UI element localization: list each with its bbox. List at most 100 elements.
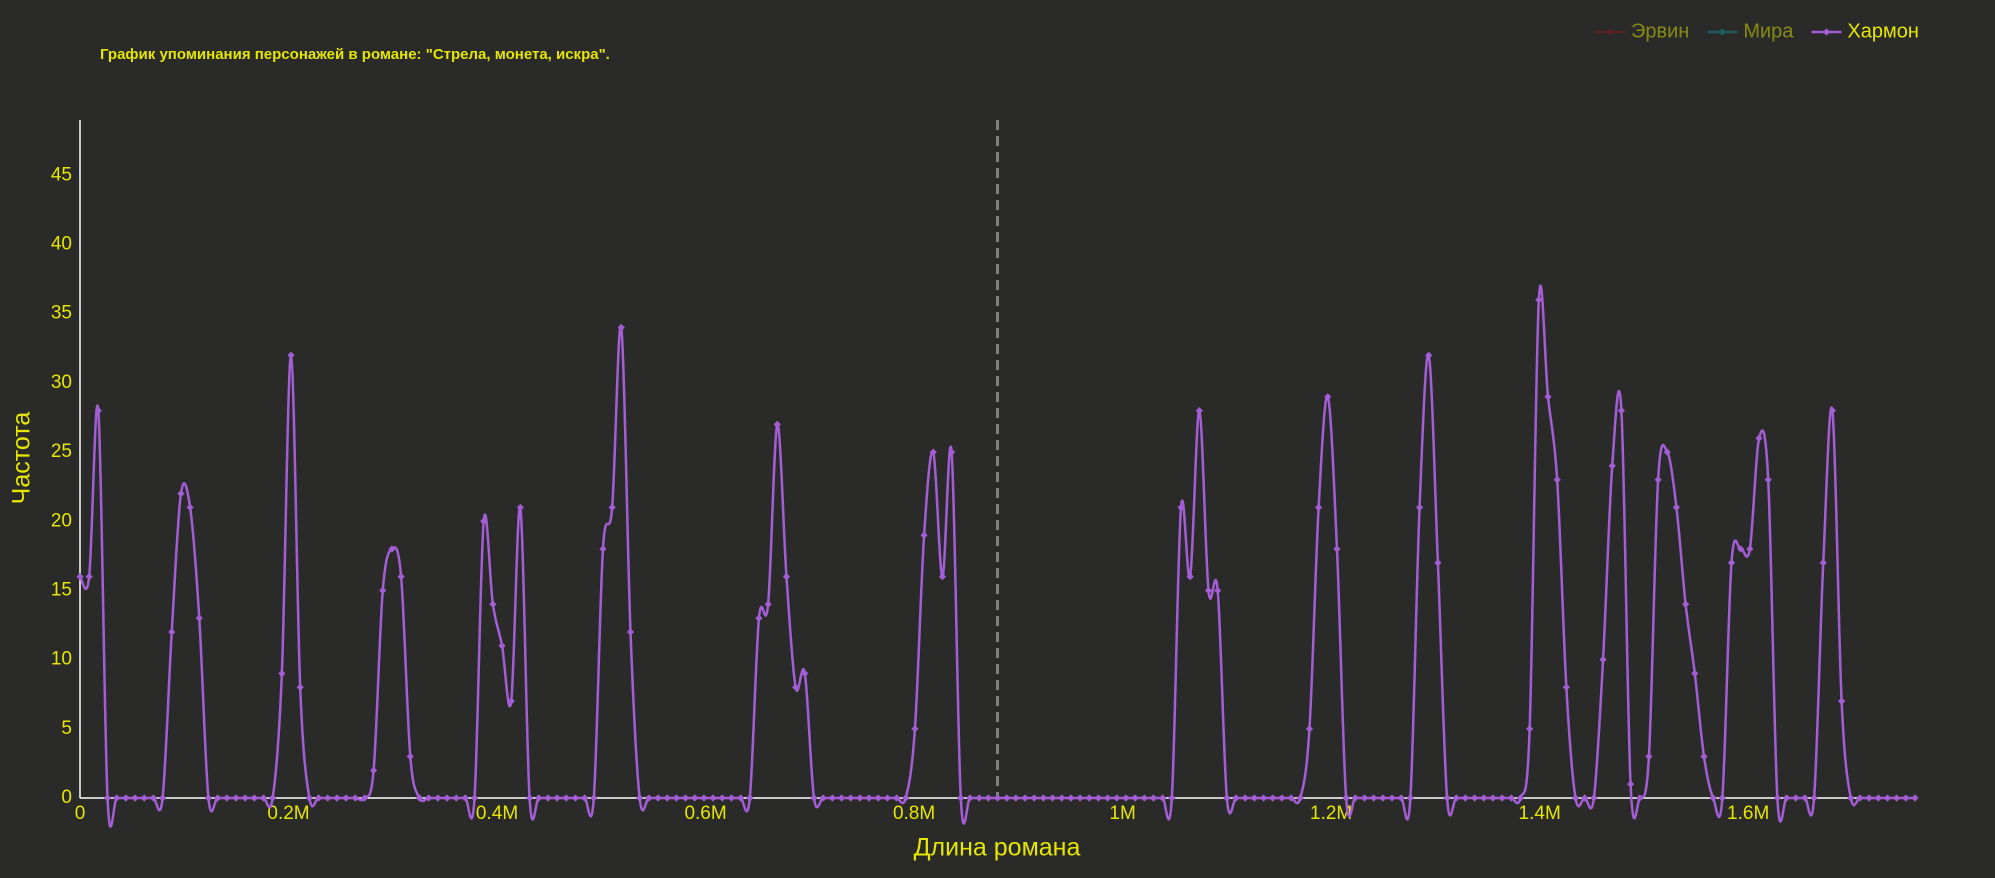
marker [1883,794,1892,802]
marker [489,600,497,608]
marker [1838,697,1846,705]
legend-marker [1718,28,1726,36]
marker [1388,794,1396,802]
x-tick-label: 0.8M [893,803,935,824]
y-tick-label: 20 [51,510,72,531]
x-tick-label: 0.6M [684,803,726,824]
marker [1076,794,1084,802]
marker [1636,794,1644,802]
marker [1645,752,1653,761]
marker [76,573,84,581]
marker [370,766,378,774]
marker [259,794,268,802]
marker [1104,794,1112,802]
marker [1058,794,1066,802]
legend-item[interactable]: Мира [1707,20,1794,42]
legend-marker [1822,28,1831,36]
marker [1324,393,1332,401]
marker [672,794,680,802]
marker [1370,794,1378,802]
legend-item[interactable]: Эрвин [1595,20,1689,42]
legend-label: Хармон [1847,20,1919,42]
marker [920,531,928,539]
y-tick-label: 15 [51,579,72,600]
marker [131,794,139,802]
marker [1544,393,1552,401]
marker [856,794,864,802]
marker [1223,794,1231,802]
marker [1397,794,1405,802]
marker [195,614,203,622]
marker [1571,794,1580,802]
marker [1562,683,1570,691]
marker [461,794,469,802]
marker [1773,794,1781,802]
marker [1865,794,1873,802]
marker [1691,669,1699,678]
marker [1461,794,1470,802]
marker [1305,725,1314,733]
marker [801,669,809,678]
marker [1498,794,1506,802]
marker [626,628,635,636]
marker [1406,794,1414,802]
marker [232,794,240,802]
marker [1590,794,1598,802]
marker [1003,794,1011,802]
marker [1030,794,1038,802]
y-tick-label: 40 [51,234,72,255]
marker [1186,573,1194,581]
marker [654,794,662,802]
marker [149,794,157,802]
marker [1259,794,1268,802]
marker [737,794,745,802]
marker [957,794,965,802]
marker [1269,794,1277,802]
marker [1287,794,1295,802]
marker [1425,351,1433,359]
y-tick-label: 10 [51,649,72,670]
marker [948,448,956,456]
marker [1360,794,1369,802]
marker [250,794,258,802]
y-tick-label: 5 [61,718,72,739]
marker [94,406,102,415]
marker [562,794,570,802]
marker [223,794,231,802]
marker [1507,794,1515,802]
marker [1792,794,1800,802]
marker [525,794,534,802]
marker [993,794,1002,802]
marker [1755,434,1763,442]
marker [1764,476,1772,484]
marker [1810,794,1818,802]
marker [1351,794,1359,802]
marker [718,794,726,802]
marker [397,573,405,581]
marker [113,794,121,802]
marker [1626,780,1635,788]
marker [406,752,414,761]
legend-item[interactable]: Хармон [1811,20,1919,42]
marker [645,794,653,802]
marker [535,794,543,802]
marker [1094,794,1103,802]
marker [1471,794,1479,802]
legend-label: Эрвин [1631,20,1689,42]
marker [663,794,671,802]
marker [1278,794,1286,802]
marker [581,794,589,802]
series [76,284,1919,828]
marker [1819,559,1827,567]
marker [1663,448,1671,456]
marker [1902,794,1910,802]
marker [415,794,424,802]
marker [305,794,313,802]
marker [1159,794,1167,802]
marker [1727,559,1736,567]
marker [1177,503,1185,512]
marker [1250,794,1258,802]
marker [544,794,552,802]
x-tick-label: 0 [75,803,86,824]
marker [1746,545,1754,553]
